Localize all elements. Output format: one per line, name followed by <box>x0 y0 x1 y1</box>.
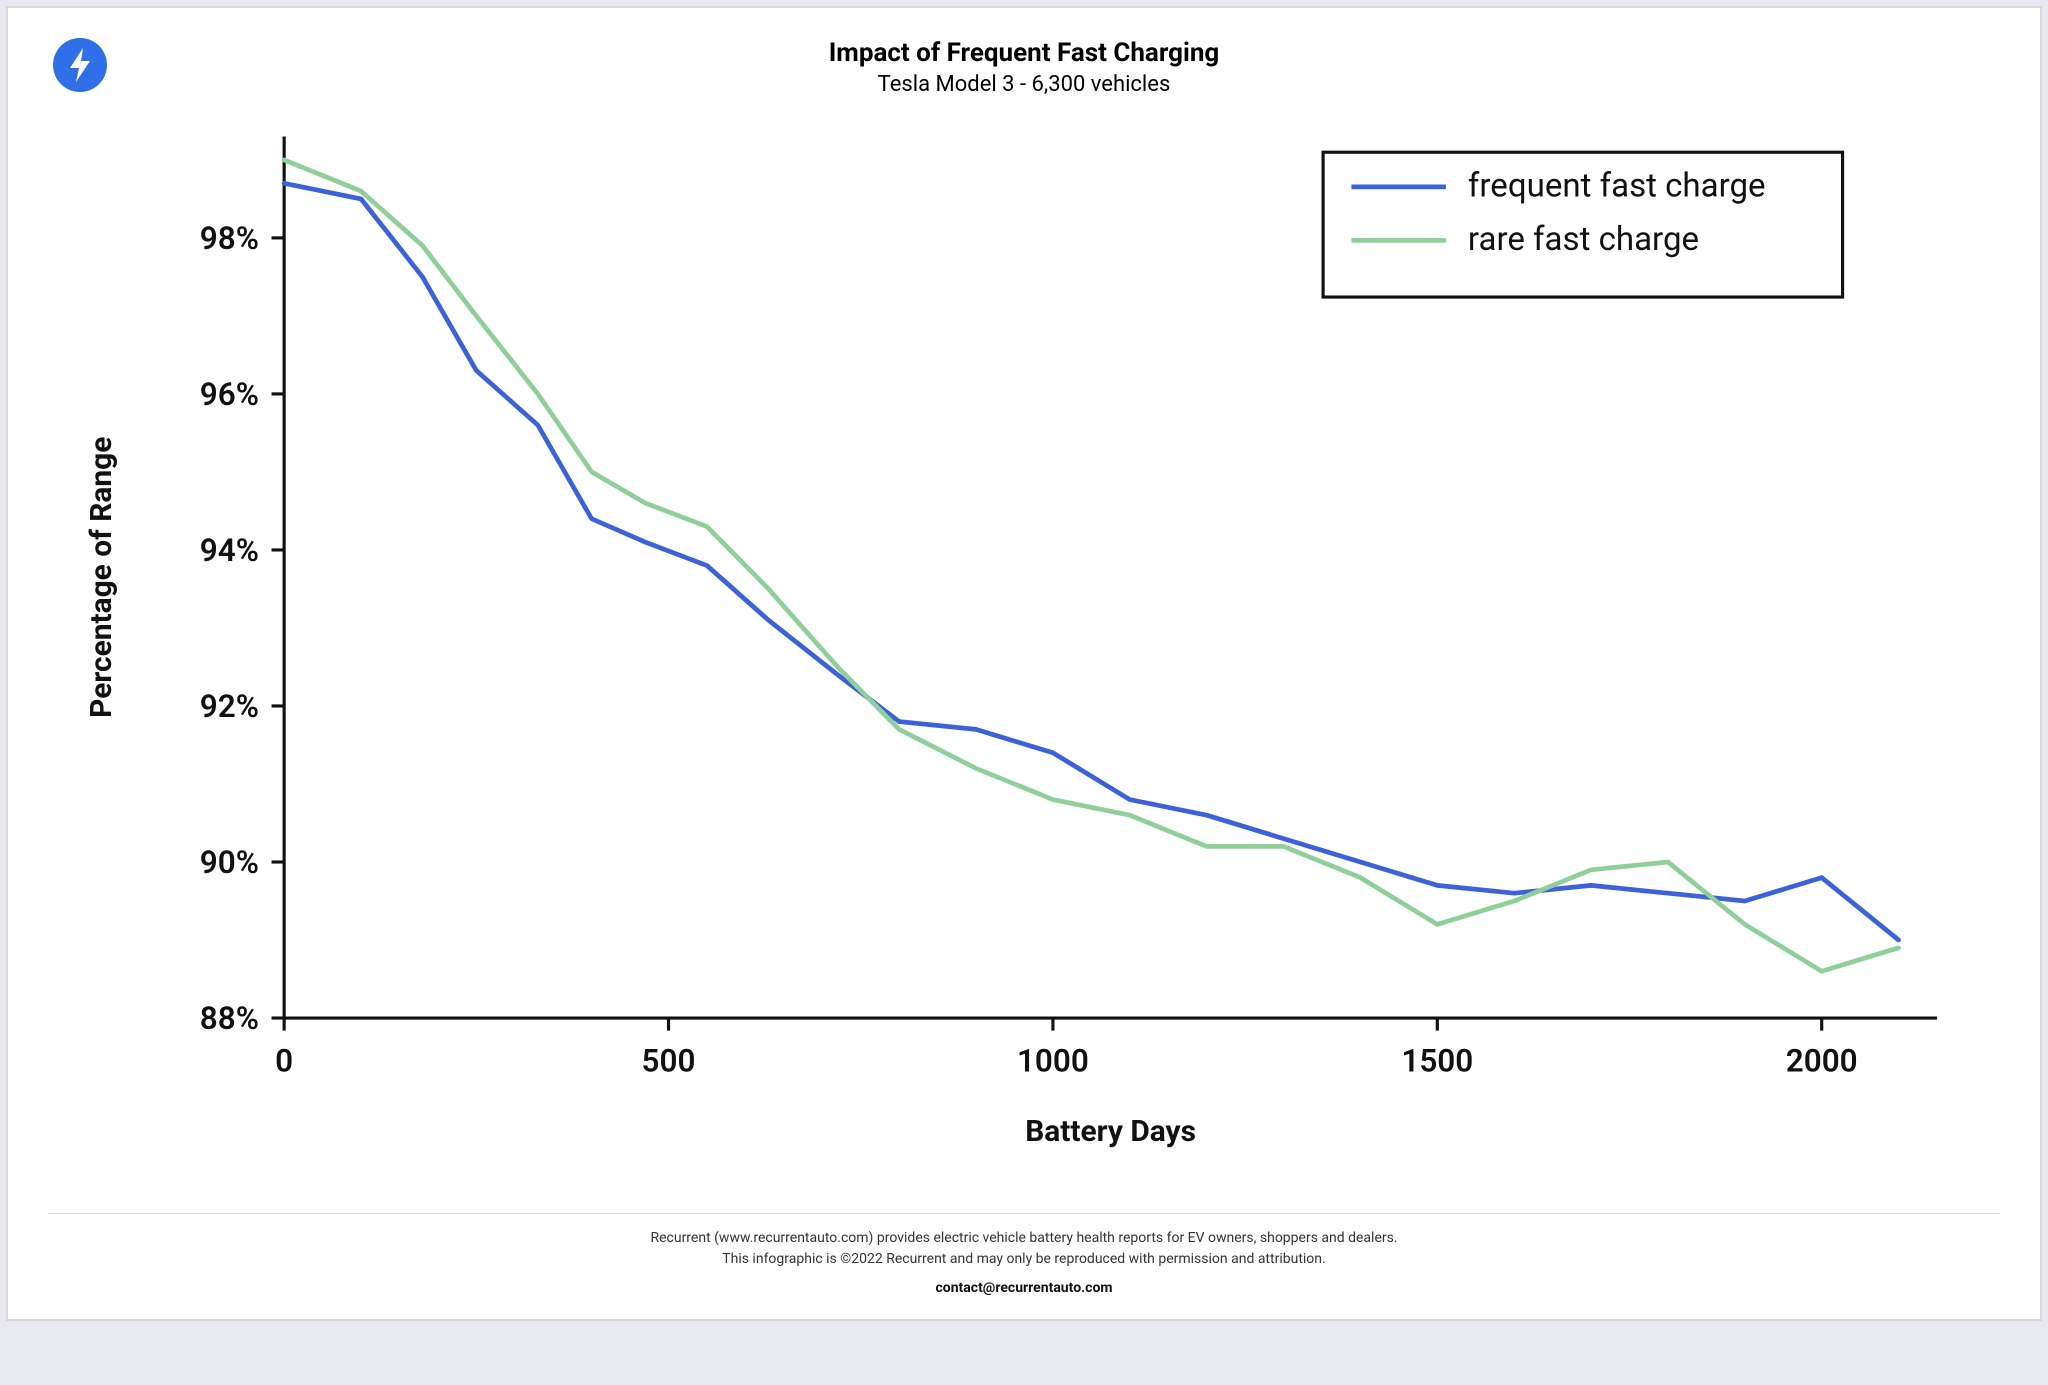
svg-text:frequent fast charge: frequent fast charge <box>1468 166 1766 205</box>
svg-text:rare fast charge: rare fast charge <box>1468 220 1699 259</box>
svg-text:Percentage of Range: Percentage of Range <box>84 437 119 718</box>
svg-text:1000: 1000 <box>1017 1043 1089 1080</box>
svg-text:96%: 96% <box>200 376 259 413</box>
chart-titles: Impact of Frequent Fast Charging Tesla M… <box>48 38 2000 97</box>
svg-text:500: 500 <box>642 1043 696 1080</box>
footer-contact: contact@recurrentauto.com <box>48 1278 2000 1299</box>
chart-subtitle: Tesla Model 3 - 6,300 vehicles <box>48 72 2000 97</box>
chart-frame: Impact of Frequent Fast Charging Tesla M… <box>6 6 2042 1321</box>
footer-line-1: Recurrent (www.recurrentauto.com) provid… <box>48 1228 2000 1249</box>
brand-logo <box>53 38 107 92</box>
svg-text:Battery Days: Battery Days <box>1025 1114 1196 1149</box>
svg-text:0: 0 <box>275 1043 293 1080</box>
svg-text:94%: 94% <box>200 532 259 569</box>
footer: Recurrent (www.recurrentauto.com) provid… <box>48 1213 2000 1299</box>
chart-title: Impact of Frequent Fast Charging <box>48 38 2000 68</box>
svg-text:2000: 2000 <box>1786 1043 1858 1080</box>
svg-text:88%: 88% <box>200 1000 259 1037</box>
chart-area: 88% 90% 92% 94% 96% 98% 0 500 1000 1500 2000 Batter… <box>48 105 2000 1195</box>
svg-text:98%: 98% <box>200 220 259 257</box>
lightning-icon <box>53 38 107 92</box>
svg-text:1500: 1500 <box>1401 1043 1473 1080</box>
svg-text:90%: 90% <box>200 844 259 881</box>
footer-line-2: This infographic is ©2022 Recurrent and … <box>48 1249 2000 1270</box>
line-chart: 88% 90% 92% 94% 96% 98% 0 500 1000 1500 2000 Batter… <box>48 105 2000 1191</box>
svg-text:92%: 92% <box>200 688 259 725</box>
